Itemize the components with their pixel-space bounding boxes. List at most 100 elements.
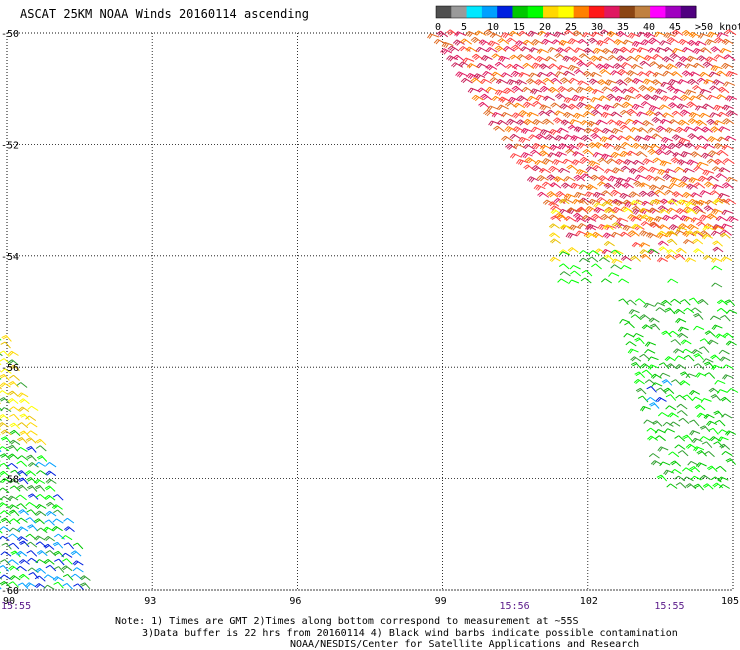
wind-barb xyxy=(639,242,651,248)
wind-barb xyxy=(631,77,644,85)
wind-barb xyxy=(628,230,640,237)
wind-barb xyxy=(549,238,561,244)
pass-time-label: 15:55 xyxy=(654,601,684,612)
wind-barb xyxy=(682,476,694,482)
wind-barb xyxy=(51,525,63,532)
wind-barb xyxy=(704,181,716,188)
wind-barb xyxy=(607,55,620,62)
wind-barb xyxy=(546,191,559,198)
wind-barb xyxy=(666,249,678,255)
wind-barb xyxy=(17,422,29,429)
wind-barb xyxy=(558,263,570,270)
wind-barb xyxy=(651,420,663,427)
wind-barb xyxy=(721,38,734,46)
wind-barb xyxy=(631,103,644,111)
wind-barb xyxy=(45,478,57,484)
wind-barb xyxy=(722,118,735,125)
colorbar-label: 45 xyxy=(669,22,681,33)
wind-barb xyxy=(591,213,603,221)
wind-barb xyxy=(669,421,681,427)
wind-barb xyxy=(722,182,734,189)
wind-barb xyxy=(641,324,653,330)
wind-barb xyxy=(685,483,697,490)
wind-barb xyxy=(601,86,614,92)
wind-barb xyxy=(518,136,531,144)
wind-barb xyxy=(527,30,540,37)
wind-barb xyxy=(570,56,583,63)
wind-barb xyxy=(45,564,57,572)
wind-barb xyxy=(0,586,2,590)
wind-barb xyxy=(666,238,678,246)
wind-barb xyxy=(603,208,615,214)
wind-barb xyxy=(53,566,65,573)
wind-barb xyxy=(696,450,707,457)
wind-barb xyxy=(654,148,667,156)
wind-barb xyxy=(689,466,701,473)
wind-barb xyxy=(696,412,708,418)
wind-barb xyxy=(497,38,510,45)
wind-barb xyxy=(688,198,701,206)
wind-barb xyxy=(542,95,555,101)
wind-barb xyxy=(692,205,704,212)
wind-barb xyxy=(716,389,728,394)
wind-barb xyxy=(641,144,654,151)
wind-barb xyxy=(662,214,675,222)
wind-barb xyxy=(61,535,73,541)
wind-barb xyxy=(664,127,677,134)
wind-barb xyxy=(703,223,716,230)
wind-barb xyxy=(697,298,709,306)
wind-barb xyxy=(619,318,631,324)
wind-barb xyxy=(637,127,649,134)
wind-barb xyxy=(659,160,672,167)
wind-barb xyxy=(665,63,678,70)
wind-barb xyxy=(645,70,658,77)
wind-barb xyxy=(52,494,64,501)
wind-barb xyxy=(529,47,542,53)
wind-barb xyxy=(665,405,677,411)
wind-barb xyxy=(43,543,55,550)
wind-barb xyxy=(681,30,694,37)
wind-barb xyxy=(638,84,651,92)
wind-barb xyxy=(480,93,492,101)
wind-barb xyxy=(452,54,465,62)
wind-barb xyxy=(494,89,507,96)
wind-barb xyxy=(513,102,526,109)
wind-barb xyxy=(35,445,47,452)
wind-barb xyxy=(574,217,586,223)
wind-barb xyxy=(460,77,473,84)
wind-barb xyxy=(533,184,546,191)
wind-barb xyxy=(7,359,19,366)
wind-barb xyxy=(598,257,610,263)
wind-barb xyxy=(522,101,535,108)
wind-barb xyxy=(648,37,661,44)
wind-barb xyxy=(673,88,686,95)
wind-barb xyxy=(18,406,30,413)
wind-barb xyxy=(562,70,575,77)
wind-barb xyxy=(588,37,600,45)
wind-barb xyxy=(675,482,687,489)
wind-barb xyxy=(571,159,584,166)
wind-barb xyxy=(693,353,704,360)
wind-barb xyxy=(447,45,460,52)
wind-barb xyxy=(514,79,527,86)
wind-barb xyxy=(626,150,639,157)
wind-barb xyxy=(516,95,529,102)
wind-barb xyxy=(586,120,599,128)
wind-barb xyxy=(670,71,683,78)
wind-barb xyxy=(692,62,705,69)
wind-barb xyxy=(694,40,707,47)
wind-barb xyxy=(9,406,21,412)
wind-barb xyxy=(706,213,719,220)
wind-barb xyxy=(651,79,664,86)
wind-barb xyxy=(9,485,21,492)
wind-barb xyxy=(25,533,37,540)
wind-barb xyxy=(466,63,479,69)
wind-barb xyxy=(666,37,679,44)
wind-barb xyxy=(8,390,19,397)
wind-barb xyxy=(549,256,561,262)
wind-barb xyxy=(631,40,644,48)
wind-barb xyxy=(627,32,640,39)
wind-barb xyxy=(680,151,693,158)
wind-barb xyxy=(558,143,571,150)
